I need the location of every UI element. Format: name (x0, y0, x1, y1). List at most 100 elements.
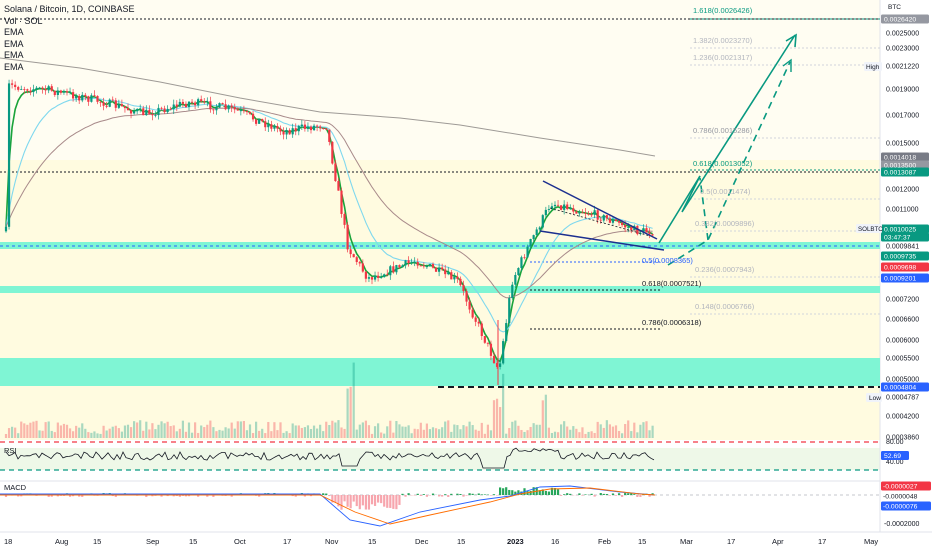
candle-body (45, 89, 47, 90)
candle-body (200, 99, 202, 101)
candle-body (29, 91, 31, 92)
time-tick: Feb (598, 537, 611, 546)
volume-bar (206, 425, 208, 438)
macd-histogram-bar (633, 494, 635, 495)
indicator-ema-4[interactable]: EMA (4, 62, 135, 74)
volume-bar (112, 427, 114, 438)
volume-bar (398, 424, 400, 438)
price-tick: 0.0017000 (886, 113, 919, 120)
volume-bar (542, 400, 544, 438)
volume-bar (456, 425, 458, 438)
candle-body (136, 109, 138, 111)
candle-body (353, 254, 355, 257)
volume-bar (17, 433, 19, 438)
price-tick: 0.0004200 (886, 414, 919, 421)
macd-histogram-bar (603, 494, 605, 495)
volume-bar (465, 426, 467, 438)
axis-currency: BTC (888, 4, 901, 11)
macd-histogram-bar (569, 494, 571, 495)
volume-bar (563, 421, 565, 438)
macd-histogram-bar (594, 495, 596, 497)
candle-body (258, 119, 260, 124)
indicator-ema-3[interactable]: EMA (4, 50, 135, 62)
candle-body (286, 130, 288, 134)
volume-bar (600, 424, 602, 438)
time-tick: 15 (93, 537, 101, 546)
volume-bar (218, 430, 220, 438)
volume-bar (508, 428, 510, 438)
volume-bar (612, 427, 614, 438)
candle-body (380, 277, 382, 278)
candle-body (292, 128, 294, 134)
fib-label: 0.148(0.0006766) (695, 302, 755, 311)
high-tag-label: High (866, 64, 880, 71)
candle-body (627, 227, 629, 228)
volume-bar (545, 395, 547, 438)
candle-body (255, 119, 257, 123)
candle-body (218, 103, 220, 108)
volume-bar (441, 427, 443, 438)
candle-body (575, 212, 577, 214)
volume-bar (462, 425, 464, 438)
price-badge-label: 0.0004804 (884, 385, 916, 392)
volume-bar (484, 434, 486, 438)
volume-bar (301, 428, 303, 438)
candle-body (401, 265, 403, 267)
candle-body (212, 109, 214, 110)
volume-bar (594, 433, 596, 438)
macd-histogram-bar (612, 493, 614, 495)
volume-bar (164, 423, 166, 438)
candle-body (17, 87, 19, 90)
candle-body (164, 108, 166, 112)
candle-body (539, 227, 541, 229)
volume-bar (42, 431, 44, 438)
volume-bar (26, 425, 28, 438)
candle-body (231, 106, 233, 108)
candle-body (270, 124, 272, 129)
chart-legend: Solana / Bitcoin, 1D, COINBASE Vol · SOL… (4, 4, 135, 73)
macd-histogram-bar (450, 494, 452, 495)
volume-bar (209, 421, 211, 438)
volume-bar (368, 425, 370, 438)
volume-bar (475, 430, 477, 438)
time-tick: 17 (818, 537, 826, 546)
volume-bar (151, 423, 153, 438)
volume-bar (106, 430, 108, 438)
candle-body (124, 106, 126, 108)
volume-bar (273, 422, 275, 438)
indicator-ema-1[interactable]: EMA (4, 27, 135, 39)
indicator-ema-2[interactable]: EMA (4, 39, 135, 51)
volume-bar (279, 422, 281, 438)
volume-bar (618, 431, 620, 438)
time-tick: May (864, 537, 878, 546)
volume-bar (648, 430, 650, 438)
candle-body (438, 268, 440, 272)
candle-body (374, 276, 376, 280)
volume-bar (84, 429, 86, 438)
macd-histogram-bar (365, 495, 367, 510)
volume-bar (615, 425, 617, 438)
candle-body (426, 266, 428, 267)
volume-bar (530, 427, 532, 438)
volume-bar (170, 426, 172, 438)
volume-bar (334, 422, 336, 438)
candle-body (624, 225, 626, 227)
macd-histogram-bar (362, 495, 364, 505)
volume-bar (578, 432, 580, 438)
candle-body (154, 115, 156, 116)
candle-body (432, 264, 434, 268)
candle-body (99, 102, 101, 103)
macd-histogram-bar (609, 495, 611, 496)
volume-bar (99, 434, 101, 438)
macd-histogram-bar (334, 495, 336, 503)
macd-histogram-bar (350, 495, 352, 508)
macd-histogram-bar (408, 493, 410, 495)
macd-histogram-bar (591, 494, 593, 495)
indicator-volume[interactable]: Vol · SOL (4, 16, 135, 28)
volume-bar (536, 425, 538, 438)
price-tick: 0.0019000 (886, 87, 919, 94)
volume-bar (109, 429, 111, 438)
candle-body (578, 212, 580, 213)
macd-histogram-bar (508, 490, 510, 495)
